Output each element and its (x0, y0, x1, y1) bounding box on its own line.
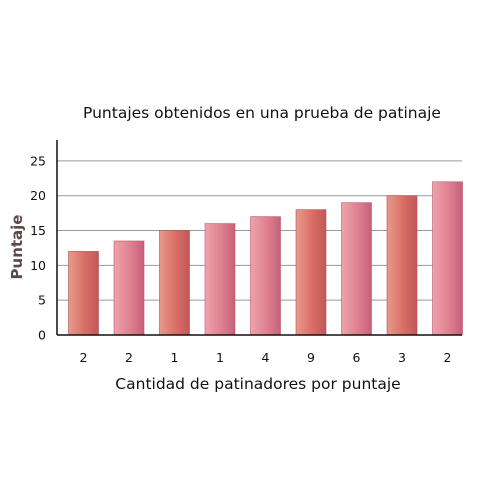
x-tick-label: 6 (353, 350, 361, 365)
bar (341, 202, 372, 336)
bar (204, 223, 236, 336)
y-tick-label: 20 (30, 188, 46, 203)
bar (250, 216, 281, 336)
x-tick-label: 9 (307, 350, 315, 365)
x-axis-label: Cantidad de patinadores por puntaje (115, 375, 400, 393)
bar (295, 209, 327, 336)
x-tick-labels: 2 2 1 1 4 9 6 3 2 (80, 350, 452, 365)
x-tick-label: 4 (262, 350, 270, 365)
y-axis-label: Puntaje (8, 215, 26, 280)
y-tick-label: 0 (38, 328, 46, 343)
bar (432, 181, 463, 336)
y-tick-label: 5 (38, 293, 46, 308)
bar (159, 230, 190, 336)
bar (113, 240, 145, 336)
x-tick-label: 1 (171, 350, 179, 365)
axes (56, 140, 462, 336)
chart-title: Puntajes obtenidos en una prueba de pati… (83, 104, 441, 122)
bar (386, 195, 418, 336)
x-tick-label: 2 (80, 350, 88, 365)
bars (68, 181, 463, 336)
x-tick-label: 1 (216, 350, 224, 365)
y-tick-label: 15 (30, 223, 46, 238)
y-tick-label: 10 (30, 258, 46, 273)
y-tick-label: 25 (30, 153, 46, 168)
bar (68, 251, 99, 336)
x-tick-label: 2 (125, 350, 133, 365)
x-tick-label: 2 (444, 350, 452, 365)
x-tick-label: 3 (398, 350, 406, 365)
y-tick-labels: 0 5 10 15 20 25 (30, 153, 46, 342)
